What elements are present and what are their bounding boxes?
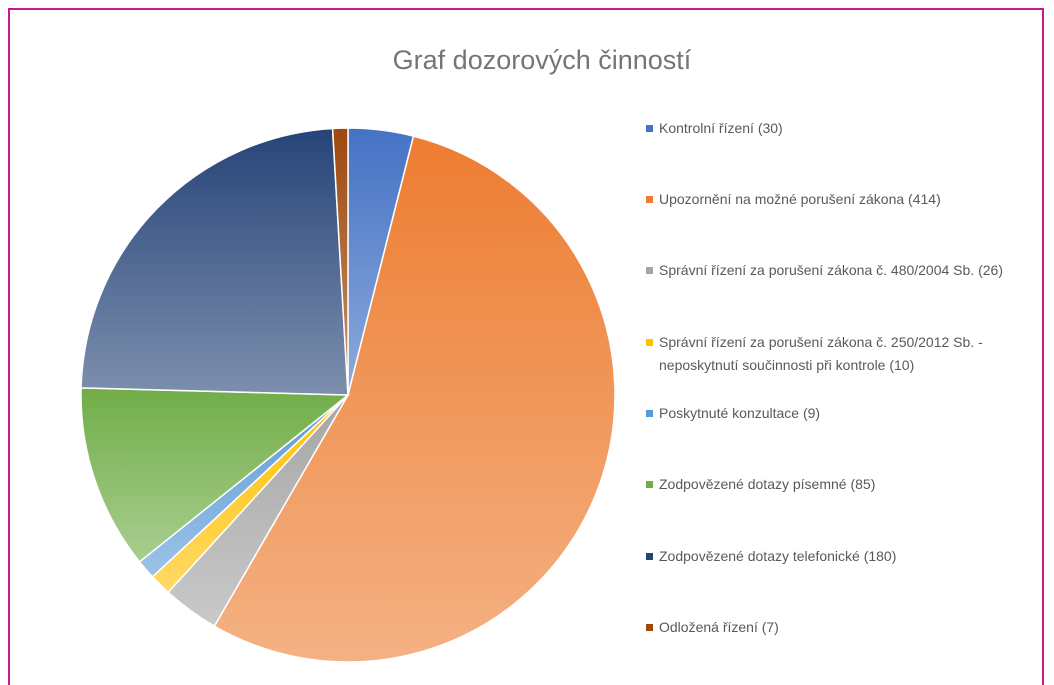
legend-label: Zodpovězené dotazy telefonické (180) <box>659 548 897 564</box>
legend-label: Zodpovězené dotazy písemné (85) <box>659 476 876 492</box>
legend-label: Upozornění na možné porušení zákona (414… <box>659 191 941 207</box>
legend-swatch <box>646 553 653 560</box>
legend-item: Upozornění na možné porušení zákona (414… <box>646 188 1029 211</box>
legend-item: Správní řízení za porušení zákona č. 480… <box>646 259 1029 282</box>
pie-slice <box>331 127 349 396</box>
legend-label: Kontrolní řízení (30) <box>659 120 783 136</box>
legend-label: Odložená řízení (7) <box>659 619 779 635</box>
legend-swatch <box>646 624 653 631</box>
legend-swatch <box>646 339 653 346</box>
legend-item: Poskytnuté konzultace (9) <box>646 402 1029 425</box>
legend-swatch <box>646 196 653 203</box>
legend-item: Správní řízení za porušení zákona č. 250… <box>646 331 1029 377</box>
legend-label: Správní řízení za porušení zákona č. 480… <box>659 262 1003 278</box>
pie-slice <box>80 127 349 396</box>
legend-item: Zodpovězené dotazy telefonické (180) <box>646 545 1029 568</box>
legend-label: Poskytnuté konzultace (9) <box>659 405 821 421</box>
pie-slice <box>80 387 351 563</box>
frame <box>8 8 1044 685</box>
legend-item: Odložená řízení (7) <box>646 616 1029 639</box>
pie-slice <box>213 135 616 663</box>
legend-swatch <box>646 267 653 274</box>
legend-item: Kontrolní řízení (30) <box>646 117 1029 140</box>
legend-swatch <box>646 125 653 132</box>
legend-label: Správní řízení za porušení zákona č. 250… <box>659 334 983 373</box>
legend-swatch <box>646 410 653 417</box>
legend-swatch <box>646 481 653 488</box>
legend-item: Zodpovězené dotazy písemné (85) <box>646 473 1029 496</box>
chart-title: Graf dozorových činností <box>393 45 692 75</box>
